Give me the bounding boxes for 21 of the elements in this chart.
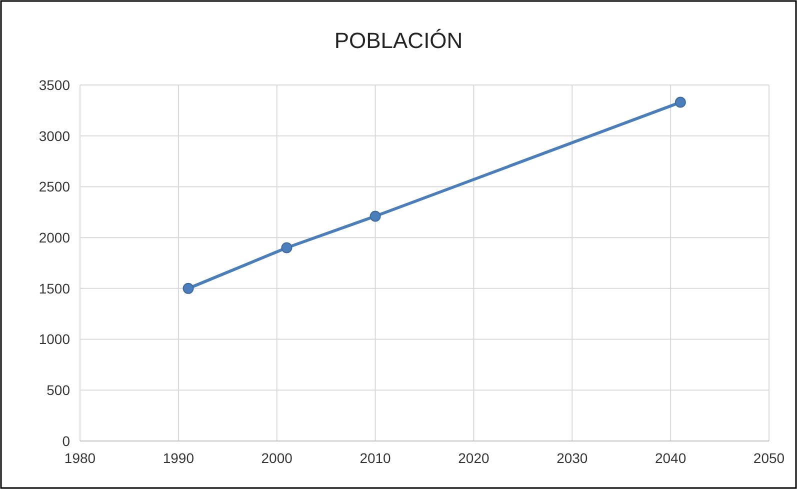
y-tick-label: 2000 [38,229,70,246]
x-tick-label: 2040 [654,450,686,466]
x-tick-label: 1990 [162,450,194,466]
x-tick-label: 2000 [261,450,293,466]
x-tick-label: 2050 [753,450,785,466]
x-tick-label: 2010 [360,450,392,466]
point [370,210,381,222]
point [281,242,292,254]
y-tick-label: 3000 [38,128,70,144]
y-tick-label: 1000 [38,331,70,348]
point [182,282,194,294]
point [674,96,686,108]
x-tick-label: 1980 [64,450,96,466]
chart-title: POBLACIÓN [334,28,463,53]
y-tick-label: 2500 [38,178,70,195]
y-tick-label: 3500 [38,76,70,93]
x-tick-label: 2030 [556,450,588,466]
y-tick-label: 1500 [38,280,70,296]
y-tick-label: 500 [46,382,70,398]
y-tick-label: 0 [62,432,70,449]
x-tick-label: 2020 [458,450,490,466]
